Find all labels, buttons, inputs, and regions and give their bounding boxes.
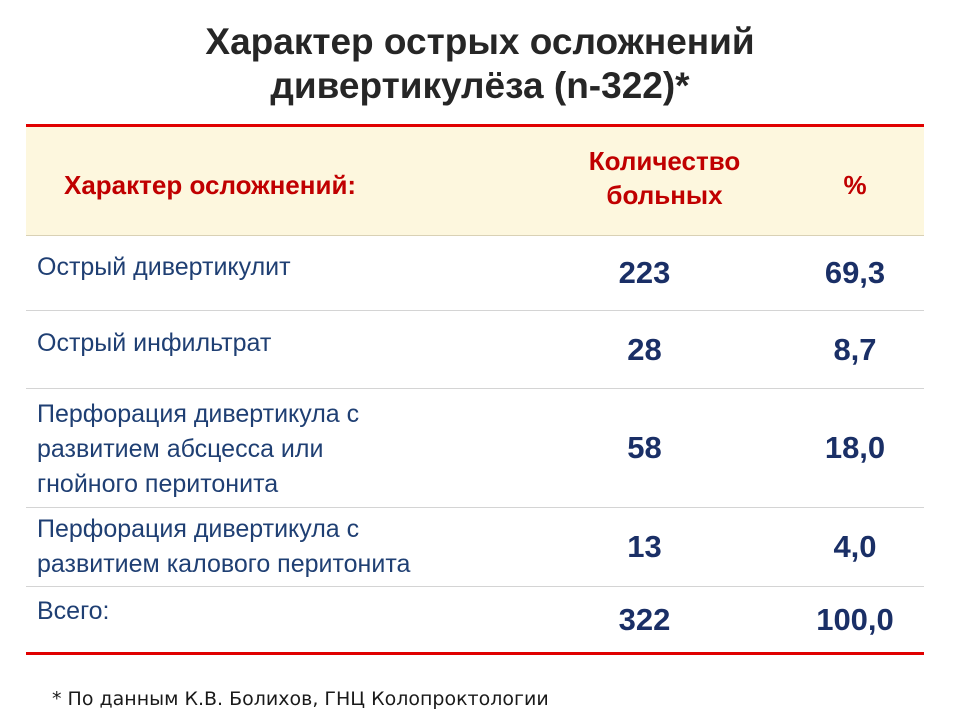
complications-table: Характер осложнений: Количество больных …: [26, 124, 924, 655]
row-label-line: развитием калового перитонита: [37, 550, 411, 578]
table-row: Перфорация дивертикула с развитием абсце…: [26, 388, 924, 508]
header-patient-count: Количество больных: [543, 124, 786, 236]
slide-title-line-1: Характер острых осложнений: [205, 21, 755, 62]
row-label-line: Перфорация дивертикула с: [37, 399, 360, 428]
row-percent: 69,3: [786, 235, 924, 311]
row-label: Острый инфильтрат: [26, 310, 543, 389]
table-row: Перфорация дивертикула с развитием калов…: [26, 507, 924, 587]
slide-title-line-2: дивертикулёза (n-322)*: [270, 65, 690, 106]
table-row: Острый дивертикулит 223 69,3: [26, 235, 924, 311]
slide-title: Характер острых осложнений дивертикулёза…: [0, 20, 960, 108]
row-percent: 8,7: [786, 310, 924, 389]
header-patient-count-line-1: Количество: [588, 146, 741, 176]
row-label: Острый дивертикулит: [26, 235, 543, 311]
row-percent: 100,0: [786, 586, 924, 655]
row-label: Всего:: [26, 586, 543, 655]
row-label-line: Острый дивертикулит: [37, 253, 291, 281]
row-count: 13: [543, 507, 786, 587]
row-label: Перфорация дивертикула с развитием абсце…: [26, 388, 543, 508]
row-percent: 4,0: [786, 507, 924, 587]
row-percent: 18,0: [786, 388, 924, 508]
row-label: Перфорация дивертикула с развитием калов…: [26, 507, 543, 587]
complications-table-container: Характер осложнений: Количество больных …: [26, 124, 924, 655]
table-row: Острый инфильтрат 28 8,7: [26, 310, 924, 389]
row-count: 223: [543, 235, 786, 311]
table-header-row: Характер осложнений: Количество больных …: [26, 124, 924, 236]
table-row-total: Всего: 322 100,0: [26, 586, 924, 655]
header-percent: %: [786, 124, 924, 236]
row-label-line: Всего:: [37, 597, 110, 625]
row-label-line: Перфорация дивертикула с: [37, 515, 360, 543]
row-label-line: развитием абсцесса или: [37, 434, 324, 463]
header-patient-count-line-2: больных: [606, 180, 723, 210]
row-count: 58: [543, 388, 786, 508]
row-count: 28: [543, 310, 786, 389]
source-footnote: * По данным К.В. Болихов, ГНЦ Колопрокто…: [52, 688, 549, 710]
row-label-line: Острый инфильтрат: [37, 329, 272, 357]
row-count: 322: [543, 586, 786, 655]
header-complication-type: Характер осложнений:: [26, 124, 543, 236]
row-label-line: гнойного перитонита: [37, 469, 279, 498]
